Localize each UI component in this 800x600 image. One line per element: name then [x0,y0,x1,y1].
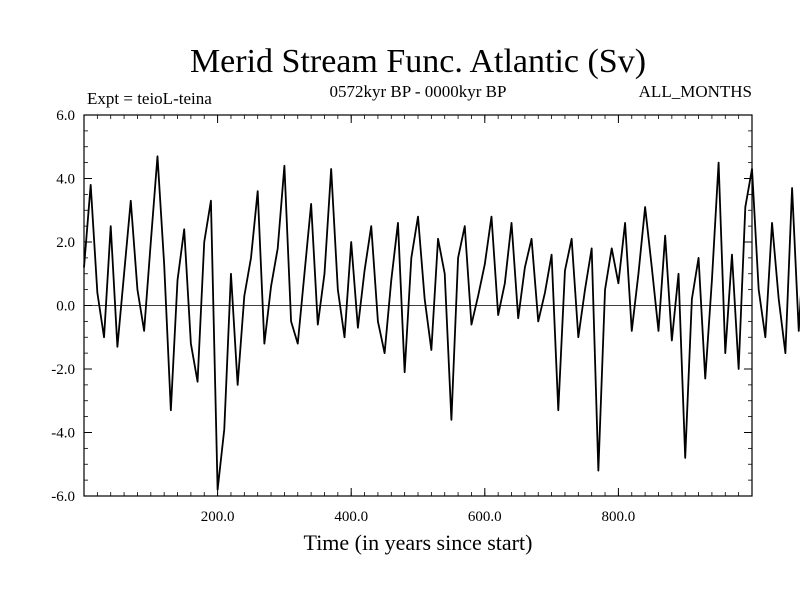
y-tick-label: 4.0 [56,172,75,188]
experiment-label: Expt = teioL-teina [87,89,212,108]
series-line [83,155,800,491]
x-axis-label: Time (in years since start) [304,530,533,555]
x-tick-label: 200.0 [201,509,235,525]
y-tick-label: -6.0 [51,489,75,505]
y-tick-label: -4.0 [51,426,75,442]
months-label: ALL_MONTHS [639,82,752,101]
plot-area: -6.0 -4.0 -2.0 0.0 2.0 4.0 6.0 200.0 400.0 600.0 8… [51,108,800,525]
y-tick-label: 6.0 [56,108,75,124]
y-tick-label: -2.0 [51,362,75,378]
x-tick-label: 600.0 [468,509,502,525]
time-range-label: 0572kyr BP - 0000kyr BP [330,82,507,101]
y-tick-label: 2.0 [56,235,75,251]
y-tick-label: 0.0 [56,299,75,315]
chart-title: Merid Stream Func. Atlantic (Sv) [190,43,646,80]
x-tick-label: 400.0 [334,509,368,525]
x-tick-label: 800.0 [602,509,636,525]
